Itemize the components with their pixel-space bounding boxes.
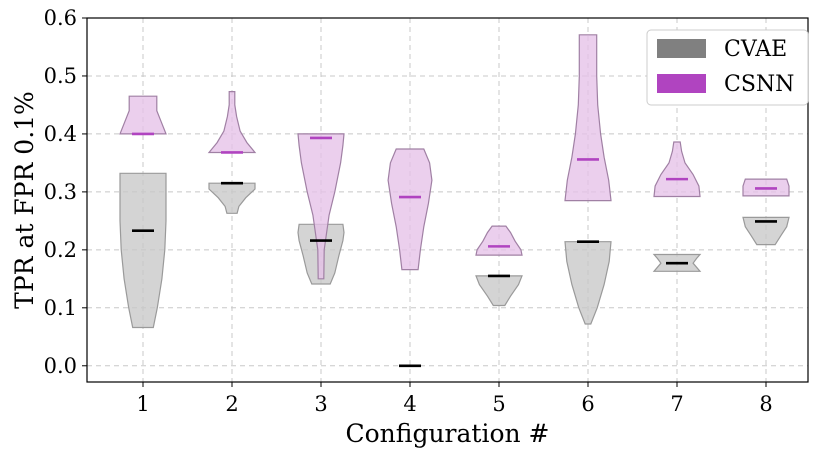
x-tick-label: 1 [136, 392, 149, 416]
violin-cvae-5 [475, 275, 523, 307]
x-tick-label: 6 [581, 392, 594, 416]
violin-cvae-1 [119, 172, 167, 329]
violin-cvae-6 [564, 241, 612, 325]
legend-label-csnn: CSNN [724, 72, 794, 97]
plot-frame [86, 17, 809, 383]
violin-csnn-3 [297, 133, 345, 280]
y-tick-label: 0.6 [44, 6, 77, 30]
x-tick-label: 2 [225, 392, 238, 416]
legend-swatch-csnn [657, 74, 706, 93]
y-tick-label: 0.2 [44, 238, 77, 262]
violin-cvae-8 [742, 216, 790, 246]
x-tick-label: 7 [670, 392, 683, 416]
x-axis-ticks: 1 2 3 4 5 6 7 8 [136, 382, 773, 416]
y-tick-label: 0.3 [44, 180, 77, 204]
violin-csnn-6 [564, 34, 612, 202]
y-tick-label: 0.4 [44, 122, 77, 146]
violin-csnn-4 [387, 148, 433, 271]
y-axis-ticks: 0.0 0.1 0.2 0.3 0.4 0.5 0.6 [44, 6, 87, 378]
violin-csnn-7 [653, 141, 701, 198]
x-tick-label: 4 [403, 392, 416, 416]
violin-csnn-2 [207, 90, 257, 154]
y-tick-label: 0.0 [44, 354, 77, 378]
x-tick-label: 3 [314, 392, 327, 416]
violin-csnn-5 [475, 225, 523, 256]
legend-swatch-cvae [657, 39, 706, 58]
violins-layer [119, 34, 790, 329]
y-tick-label: 0.1 [44, 296, 77, 320]
violin-cvae-2 [208, 182, 256, 214]
y-axis-label: TPR at FPR 0.1% [10, 91, 39, 309]
legend: CVAE CSNN [646, 29, 809, 106]
x-axis-label: Configuration # [345, 419, 549, 448]
x-tick-label: 8 [759, 392, 772, 416]
x-tick-label: 5 [492, 392, 505, 416]
legend-label-cvae: CVAE [724, 37, 787, 62]
y-tick-label: 0.5 [44, 64, 77, 88]
violin-csnn-1 [119, 95, 167, 135]
mean-markers-layer [132, 132, 777, 368]
